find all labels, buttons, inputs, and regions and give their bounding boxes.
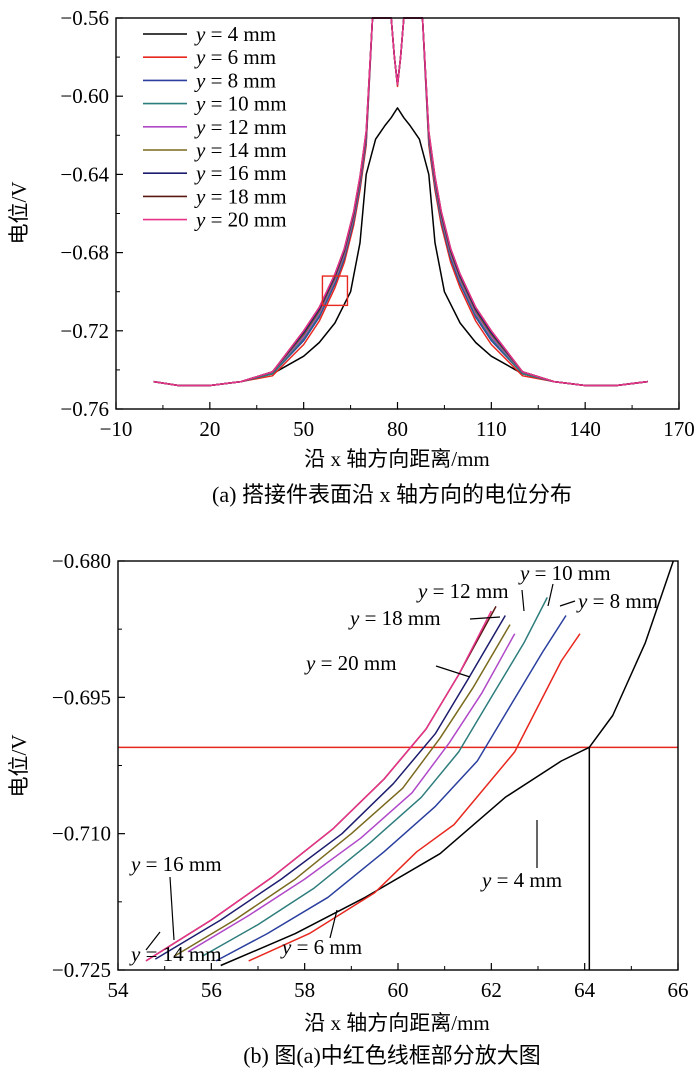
y-tick-label: −0.725 (52, 958, 111, 982)
y-tick-label: −0.695 (52, 685, 111, 709)
series-line-y20 (153, 17, 648, 387)
panel-b-series (145, 561, 675, 967)
x-tick-label: −10 (100, 417, 133, 441)
x-tick-label: 64 (574, 978, 596, 1002)
panel-b-ylabel: 电位/V (7, 735, 31, 798)
annotation-label: y = 10 mm (518, 561, 611, 585)
panel-a-ticks: −10 20 50 80 110 140 170 −0.76 −0.72 −0.68 −0.64 −0… (60, 6, 694, 441)
x-tick-label: 60 (388, 978, 409, 1002)
y-tick-label: −0.72 (60, 319, 109, 343)
panel-a: −10 20 50 80 110 140 170 −0.76 −0.72 −0.68 −0.64 −0… (7, 6, 695, 507)
annotation-leader (547, 583, 554, 607)
annotation-label: y = 14 mm (129, 942, 222, 966)
zoom-box (321, 275, 349, 307)
series-line-y16 (154, 615, 506, 960)
annotation-label: y = 4 mm (480, 868, 562, 892)
annotation-label: y = 16 mm (129, 852, 222, 876)
panel-a-legend: y = 4 mmy = 6 mmy = 8 mmy = 10 mmy = 12 … (143, 22, 287, 232)
legend-label-y14: y = 14 mm (194, 138, 287, 162)
x-tick-label: 56 (201, 978, 222, 1002)
x-tick-label: 110 (476, 417, 507, 441)
y-tick-label: −0.710 (52, 822, 111, 846)
series-line-y12 (187, 633, 516, 953)
x-tick-label: 170 (663, 417, 695, 441)
series-line-y8 (215, 615, 567, 962)
series-line-y6 (248, 633, 581, 962)
legend-label-y8: y = 8 mm (194, 68, 276, 92)
panel-b-ticks: 54 56 58 60 62 64 66 −0.725 −0.710 −0.695 −0.680 (52, 549, 689, 1002)
x-tick-label: 58 (294, 978, 315, 1002)
panel-b: 54 56 58 60 62 64 66 −0.725 −0.710 −0.695 −0.680 y… (7, 549, 689, 1068)
x-tick-label: 140 (569, 417, 601, 441)
y-tick-label: −0.60 (60, 84, 109, 108)
series-line-y14 (173, 624, 511, 958)
y-tick-label: −0.56 (60, 6, 109, 30)
x-tick-label: 66 (668, 978, 689, 1002)
annotation-label: y = 18 mm (348, 606, 441, 630)
series-line-y20 (145, 610, 492, 962)
y-tick-label: −0.76 (60, 397, 109, 421)
series-line-y10 (201, 597, 548, 958)
panel-b-reference-lines (118, 746, 678, 970)
series-line-y6 (153, 17, 648, 387)
annotation-label: y = 6 mm (280, 935, 362, 959)
y-tick-label: −0.64 (60, 162, 109, 186)
panel-a-series (153, 17, 648, 387)
panel-b-annotations: y = 10 mm y = 12 mm y = 8 mm y = 18 mm y = 2… (129, 561, 658, 966)
legend-label-y20: y = 20 mm (194, 208, 287, 232)
annotation-leader (329, 909, 338, 939)
legend-label-y12: y = 12 mm (194, 115, 287, 139)
panel-a-caption: (a) 搭接件表面沿 x 轴方向的电位分布 (212, 482, 572, 507)
legend-label-y6: y = 6 mm (194, 45, 276, 69)
x-tick-label: 80 (387, 417, 408, 441)
annotation-leader (145, 931, 161, 951)
x-tick-label: 54 (108, 978, 130, 1002)
annotation-leader (559, 600, 576, 607)
y-tick-label: −0.68 (60, 241, 109, 265)
annotation-label: y = 20 mm (304, 651, 397, 675)
panel-b-xlabel: 沿 x 轴方向距离/mm (304, 1011, 490, 1035)
panel-a-xlabel: 沿 x 轴方向距离/mm (304, 447, 490, 471)
annotation-label: y = 12 mm (416, 579, 509, 603)
legend-label-y10: y = 10 mm (194, 92, 287, 116)
annotation-leader (469, 616, 501, 620)
series-line-y4 (220, 561, 675, 967)
y-tick-label: −0.680 (52, 549, 111, 573)
legend-label-y4: y = 4 mm (194, 22, 276, 46)
legend-label-y18: y = 18 mm (194, 184, 287, 208)
annotation-leader (169, 876, 175, 941)
x-tick-label: 50 (293, 417, 314, 441)
annotation-label: y = 8 mm (576, 589, 658, 613)
x-tick-label: 62 (481, 978, 502, 1002)
series-line-y4 (153, 107, 648, 387)
annotation-leader (521, 589, 525, 612)
panel-b-caption: (b) 图(a)中红色线框部分放大图 (243, 1043, 541, 1068)
panel-a-ylabel: 电位/V (7, 182, 31, 245)
x-tick-label: 20 (199, 417, 220, 441)
annotation-leader (435, 665, 471, 678)
legend-label-y16: y = 16 mm (194, 161, 287, 185)
